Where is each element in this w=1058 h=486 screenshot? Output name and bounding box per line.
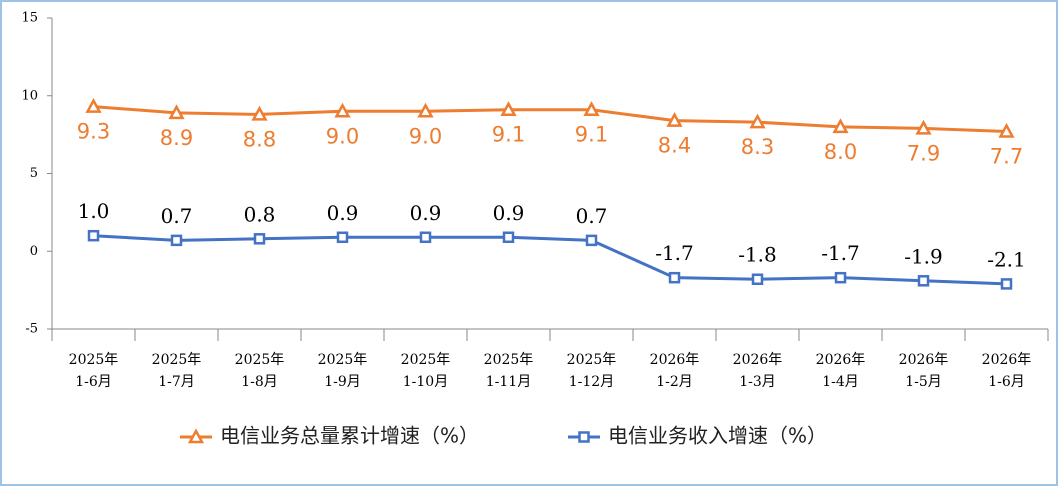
data-label: 0.9	[410, 201, 442, 225]
data-label: 7.9	[907, 141, 940, 165]
data-label: 0.7	[576, 204, 608, 228]
marker	[917, 275, 930, 287]
marker	[998, 122, 1015, 138]
marker	[751, 273, 764, 285]
marker	[668, 271, 681, 284]
y-tick-label: 5	[30, 166, 38, 181]
marker	[834, 271, 847, 284]
marker	[85, 98, 102, 113]
data-label: 9.0	[326, 124, 359, 148]
data-label: 0.8	[244, 202, 276, 226]
data-label: 0.9	[493, 201, 525, 225]
series-line	[93, 234, 1007, 286]
marker	[419, 231, 432, 244]
y-tick-label: 0	[30, 244, 38, 259]
x-tick-label: 2025年	[567, 352, 617, 368]
y-tick-label: 10	[21, 88, 38, 103]
marker	[502, 231, 515, 244]
data-label: 7.7	[990, 145, 1023, 169]
marker	[170, 234, 183, 247]
data-label: 9.1	[575, 123, 608, 147]
data-label: 0.9	[327, 201, 359, 225]
marker	[666, 112, 683, 127]
marker	[87, 229, 100, 242]
x-tick-label: 1-6月	[988, 374, 1025, 390]
legend-marker	[578, 431, 590, 443]
x-tick-label: 1-6月	[75, 374, 112, 390]
marker	[168, 104, 185, 120]
data-label: -1.7	[821, 241, 860, 265]
legend-label: 电信业务总量累计增速（%）	[220, 424, 479, 448]
marker	[583, 101, 600, 116]
x-tick-label: 1-4月	[822, 374, 859, 390]
data-label: 9.0	[409, 124, 442, 148]
series-line	[93, 105, 1007, 134]
x-tick-label: 1-12月	[569, 374, 614, 390]
x-tick-label: 2025年	[235, 352, 285, 368]
marker	[500, 101, 517, 116]
x-tick-label: 2026年	[816, 352, 866, 368]
data-label: -1.7	[655, 241, 694, 265]
marker	[253, 233, 266, 245]
marker	[251, 105, 268, 121]
legend-marker	[187, 428, 205, 444]
x-tick-label: 1-3月	[739, 374, 776, 390]
marker	[417, 102, 434, 118]
x-tick-label: 1-2月	[656, 374, 693, 390]
x-tick-label: 2025年	[318, 352, 368, 368]
x-tick-label: 1-5月	[905, 374, 942, 390]
marker	[832, 118, 849, 134]
data-label: 1.0	[78, 199, 110, 223]
x-tick-label: 2026年	[733, 352, 783, 368]
marker	[336, 231, 349, 244]
data-label: 9.1	[492, 123, 525, 147]
data-label: 8.0	[824, 140, 857, 164]
marker	[585, 234, 598, 247]
y-tick-label: 15	[21, 11, 38, 26]
data-label: 8.3	[741, 135, 774, 159]
y-tick-label: -5	[25, 322, 38, 337]
data-label: 0.7	[161, 204, 193, 228]
x-tick-label: 2026年	[982, 352, 1032, 368]
x-tick-label: 2025年	[69, 352, 119, 368]
x-tick-label: 2025年	[401, 352, 451, 368]
data-label: 8.9	[160, 126, 193, 150]
x-tick-label: 2026年	[899, 352, 949, 368]
marker	[334, 102, 351, 118]
marker	[1000, 278, 1013, 290]
data-label: -2.1	[987, 247, 1026, 271]
x-tick-label: 2025年	[484, 352, 534, 368]
legend-label: 电信业务收入增速（%）	[608, 424, 827, 448]
data-label: 8.4	[658, 134, 691, 158]
marker	[749, 113, 766, 129]
x-tick-label: 1-10月	[403, 374, 448, 390]
marker	[915, 119, 932, 135]
x-tick-label: 1-8月	[241, 374, 278, 390]
data-label: 9.3	[77, 120, 110, 144]
x-tick-label: 1-9月	[324, 374, 361, 390]
x-tick-label: 2026年	[650, 352, 700, 368]
x-tick-label: 1-7月	[158, 374, 195, 390]
x-tick-label: 2025年	[152, 352, 202, 368]
x-tick-label: 1-11月	[486, 374, 531, 390]
data-label: -1.9	[904, 244, 943, 268]
data-label: 8.8	[243, 127, 276, 151]
data-label: -1.8	[738, 243, 777, 267]
